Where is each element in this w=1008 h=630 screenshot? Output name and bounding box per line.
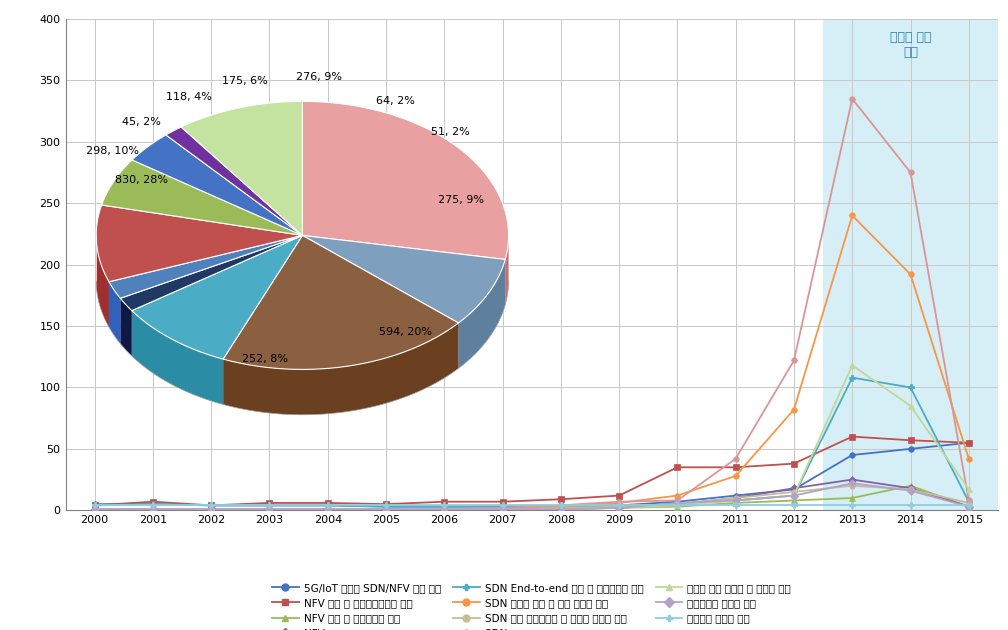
Polygon shape [109,236,302,298]
Text: 594, 20%: 594, 20% [379,328,432,337]
Text: 118, 4%: 118, 4% [166,92,212,102]
Polygon shape [132,311,223,404]
Text: 45, 2%: 45, 2% [122,117,161,127]
Polygon shape [166,127,302,236]
Polygon shape [96,205,302,282]
Polygon shape [120,236,302,311]
Text: 276, 9%: 276, 9% [296,72,342,82]
Text: 64, 2%: 64, 2% [376,96,414,106]
Polygon shape [302,236,505,323]
Polygon shape [96,236,109,327]
Text: 298, 10%: 298, 10% [87,146,139,156]
Text: 252, 8%: 252, 8% [242,354,288,364]
Text: 미공개 출원
존재: 미공개 출원 존재 [890,31,931,59]
Polygon shape [223,236,459,369]
Polygon shape [132,135,302,236]
Bar [824,19,998,510]
Legend: 5G/IoT 인프라 SDN/NFV 적용 기술, NFV 관리 및 오케스트레이션 기술, NFV 구조 및 인터페이스 기술, NFV 인프라 기술, SD: 5G/IoT 인프라 SDN/NFV 적용 기술, NFV 관리 및 오케스트레… [268,579,795,630]
Polygon shape [132,236,302,359]
Text: 275, 9%: 275, 9% [437,195,484,205]
Text: 830, 28%: 830, 28% [115,175,168,185]
Polygon shape [459,260,505,369]
Polygon shape [102,160,302,236]
Polygon shape [302,101,509,260]
Polygon shape [120,298,132,356]
Polygon shape [181,101,302,236]
Polygon shape [223,323,459,415]
Text: 175, 6%: 175, 6% [222,76,267,86]
Polygon shape [109,282,120,343]
Polygon shape [505,236,509,305]
Text: 51, 2%: 51, 2% [431,127,470,137]
